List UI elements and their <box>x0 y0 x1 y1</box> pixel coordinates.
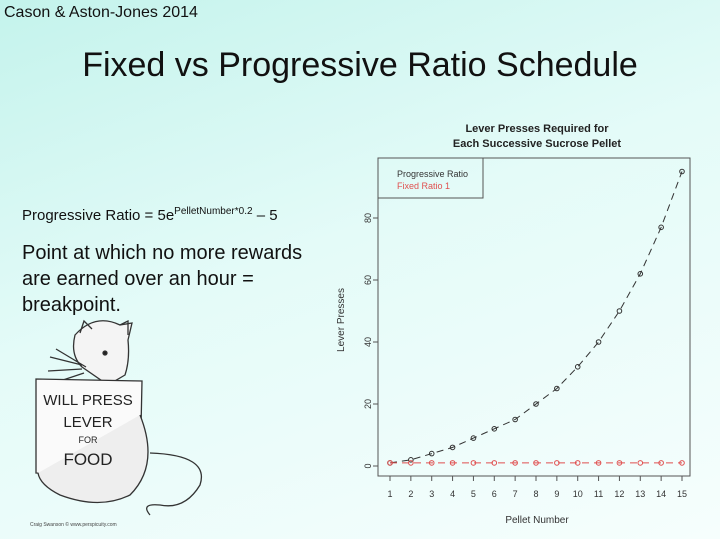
formula: Progressive Ratio = 5ePelletNumber*0.2 –… <box>22 206 278 224</box>
y-tick-label: 40 <box>363 337 373 347</box>
data-point <box>470 435 477 441</box>
x-tick-label: 1 <box>387 489 392 499</box>
data-point <box>428 460 435 466</box>
breakpoint-text: Point at which no more rewards are earne… <box>22 242 303 316</box>
x-tick-label: 5 <box>471 489 476 499</box>
data-point <box>637 271 644 277</box>
series-line-1 <box>389 171 683 464</box>
y-tick-label: 60 <box>363 275 373 285</box>
data-point <box>554 385 560 392</box>
sign-line-3: FOR <box>79 435 98 445</box>
legend-box <box>377 157 484 199</box>
data-point <box>574 364 581 370</box>
data-point <box>512 416 518 423</box>
data-point <box>387 460 393 466</box>
data-point <box>574 460 581 466</box>
data-point <box>554 460 560 466</box>
data-point <box>658 460 664 466</box>
formula-label: Progressive Ratio = <box>22 207 158 224</box>
y-tick-label: 20 <box>363 399 373 409</box>
data-point <box>637 460 644 466</box>
data-point <box>533 401 539 407</box>
x-tick-label: 8 <box>533 489 538 499</box>
data-point <box>658 224 664 231</box>
sign-line-1: WILL PRESS <box>43 392 132 409</box>
rat-cartoon-illustration: WILL PRESS LEVER FOR FOOD <box>35 319 203 516</box>
y-tick-label: 80 <box>363 213 373 223</box>
data-point <box>679 460 685 466</box>
data-point <box>679 168 685 175</box>
x-tick-label: 4 <box>450 489 455 499</box>
x-tick-label: 7 <box>513 489 518 499</box>
data-point <box>616 460 623 466</box>
data-point <box>470 460 477 466</box>
data-point <box>512 460 518 466</box>
x-tick-label: 12 <box>614 489 624 499</box>
chart-title-line-2: Each Successive Sucrose Pellet <box>453 138 621 150</box>
data-point <box>616 308 623 314</box>
data-point <box>408 457 414 463</box>
cartoon-credit: Craig Swanson © www.perspicuity.com <box>30 522 117 528</box>
data-point <box>533 460 539 466</box>
data-point <box>449 460 456 466</box>
y-axis-label: Lever Presses <box>336 288 347 352</box>
sign-line-2: LEVER <box>63 414 112 431</box>
data-point <box>408 460 414 466</box>
x-tick-label: 6 <box>492 489 497 499</box>
x-axis-label: Pellet Number <box>505 515 569 526</box>
x-tick-label: 13 <box>635 489 645 499</box>
x-tick-label: 11 <box>594 489 603 499</box>
data-point <box>491 460 498 466</box>
chart-title-line-1: Lever Presses Required for <box>465 123 609 135</box>
x-tick-label: 10 <box>573 489 583 499</box>
data-point <box>595 460 602 466</box>
sign-line-4: FOOD <box>63 450 112 469</box>
x-tick-label: 3 <box>429 489 434 499</box>
y-tick-label: 0 <box>363 463 373 468</box>
x-tick-label: 14 <box>656 489 666 499</box>
formula-base: 5e <box>157 207 175 224</box>
x-tick-label: 9 <box>554 489 559 499</box>
legend-progressive-ratio: Progressive Ratio <box>397 169 468 179</box>
slide-title: Fixed vs Progressive Ratio Schedule <box>82 46 638 84</box>
data-point <box>428 450 435 457</box>
x-tick-label: 2 <box>408 489 413 499</box>
data-point <box>449 444 456 451</box>
data-point <box>595 339 602 345</box>
formula-tail: – 5 <box>252 207 278 224</box>
legend-fixed-ratio-1: Fixed Ratio 1 <box>397 181 450 191</box>
formula-exponent: PelletNumber*0.2 <box>174 206 253 217</box>
data-point <box>491 426 498 432</box>
plot-frame <box>377 157 691 477</box>
x-tick-label: 15 <box>677 489 687 499</box>
citation: Cason & Aston-Jones 2014 <box>4 4 198 21</box>
